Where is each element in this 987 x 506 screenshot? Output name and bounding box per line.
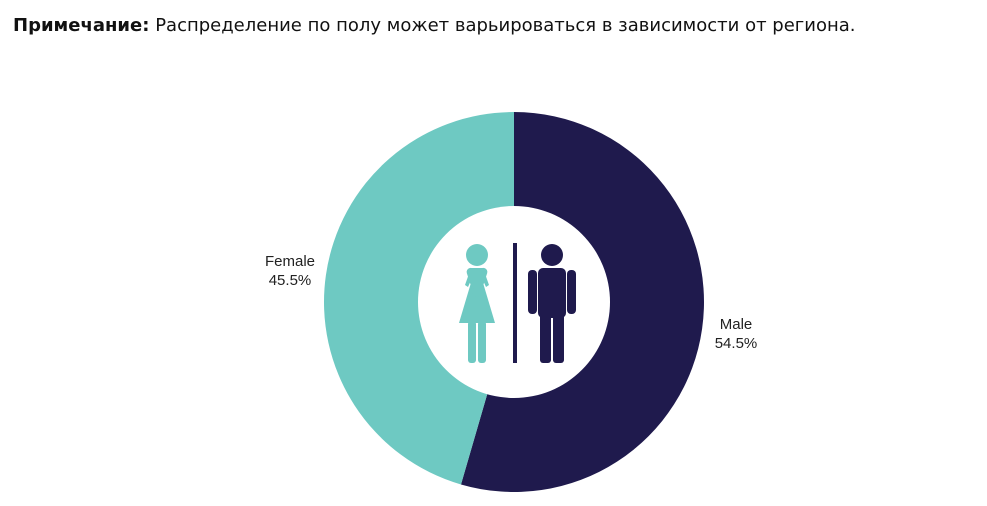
- female-male-restroom-icon: [459, 243, 576, 363]
- note-label: Примечание:: [13, 15, 150, 36]
- slice-label-male-value: 54.5%: [715, 335, 758, 352]
- female-figure-icon: [459, 244, 495, 363]
- divider-line: [513, 243, 517, 363]
- male-figure-icon: [528, 244, 576, 363]
- slice-label-female-name: Female: [265, 253, 315, 270]
- slice-label-male-name: Male: [720, 316, 753, 333]
- slice-label-female-value: 45.5%: [269, 272, 312, 289]
- note-text: Распределение по полу может варьироватьс…: [155, 15, 856, 36]
- chart-note: Примечание: Распределение по полу может …: [13, 15, 855, 36]
